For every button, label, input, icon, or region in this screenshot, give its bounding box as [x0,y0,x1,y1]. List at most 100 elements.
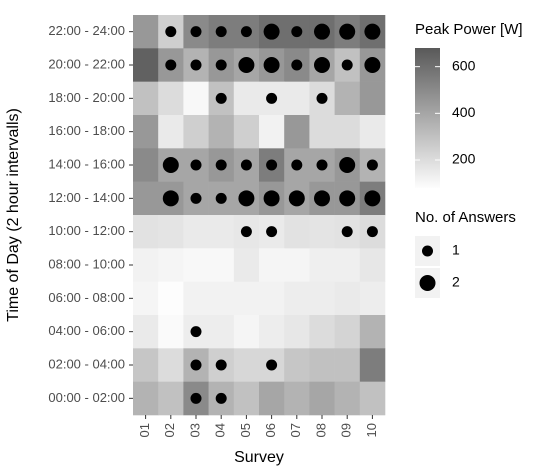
answer-dot [266,359,278,371]
x-tick-label: 07 [288,423,303,437]
tile [233,81,260,116]
tile [158,115,184,149]
colorbar-label: 400 [452,104,476,120]
tile [158,381,184,416]
x-tick-label: 03 [187,423,202,437]
answer-dot [364,23,381,40]
y-tick-label: 20:00 - 22:00 [48,56,125,71]
answer-dot [266,92,278,104]
answer-dot [291,59,303,71]
x-tick-label: 06 [263,423,278,437]
answer-dot [364,57,381,73]
y-axis-title: Time of Day (2 hour intervalls) [5,108,22,322]
answer-dot [190,359,202,371]
tile [334,315,361,349]
answer-dot [263,57,280,73]
answer-dot [314,190,330,207]
y-tick-label: 10:00 - 12:00 [48,223,125,238]
tile [133,15,159,49]
tile [208,281,235,316]
y-tick-label: 06:00 - 08:00 [48,290,125,305]
answer-dot [190,392,202,404]
y-tick-label: 00:00 - 02:00 [48,390,125,405]
tile [259,281,285,316]
tile [158,281,184,316]
tile [233,115,260,149]
tile [208,215,235,249]
answer-dot [215,26,227,38]
tile [309,315,335,349]
tile [284,315,310,349]
tile [359,115,386,149]
answer-dot [263,190,280,207]
tile [359,348,386,382]
tile [158,348,184,382]
tile [133,215,159,249]
x-axis-title: Survey [234,449,284,466]
answer-dot [291,159,303,171]
tile [284,281,310,316]
tile [233,248,260,282]
tile [208,315,235,349]
tile [359,281,386,316]
y-tick-label: 18:00 - 20:00 [48,90,125,105]
tile [183,215,209,249]
y-tick-label: 08:00 - 10:00 [48,256,125,271]
answer-dot [266,159,278,171]
legend-dot [419,275,436,291]
tile [133,281,159,316]
answer-dot [316,159,328,171]
answer-dot [316,92,328,104]
tile [259,381,285,416]
tile [334,381,361,416]
tile [183,115,209,149]
tile [133,248,159,282]
x-tick-label: 05 [238,423,253,437]
answer-dot [165,59,177,71]
tile [309,248,335,282]
x-tick-label: 08 [313,423,328,437]
tile [284,115,310,149]
answer-dot [364,190,381,207]
tile [334,81,361,116]
y-tick-label: 02:00 - 04:00 [48,356,125,371]
tile [284,248,310,282]
answer-dot [339,157,356,173]
size-legend-title: No. of Answers [415,209,516,226]
tile [233,315,260,349]
tile [309,115,335,149]
tile [259,115,285,149]
answer-dot [263,23,280,40]
tile [309,381,335,416]
tile [359,315,386,349]
tile [309,281,335,316]
y-tick-label: 12:00 - 14:00 [48,190,125,205]
answer-dot [366,226,378,238]
tile [158,315,184,349]
tile [233,381,260,416]
tile [133,381,159,416]
y-tick-label: 22:00 - 24:00 [48,23,125,38]
tile [158,215,184,249]
x-tick-label: 04 [213,423,228,437]
answer-dot [190,159,202,171]
answer-dot [339,190,356,207]
tile [359,81,386,116]
answer-dot [190,326,202,338]
tile [133,115,159,149]
tile [284,215,310,249]
answer-dot [162,190,179,207]
tile [334,248,361,282]
answer-dot [162,157,179,173]
tile [284,348,310,382]
tile [133,315,159,349]
tile [334,281,361,316]
tile [133,348,159,382]
x-tick-label: 01 [137,423,152,437]
answer-dot [341,226,353,238]
answer-dot [291,26,303,38]
answer-dot [215,159,227,171]
tile [133,81,159,116]
answer-dot [266,226,278,238]
